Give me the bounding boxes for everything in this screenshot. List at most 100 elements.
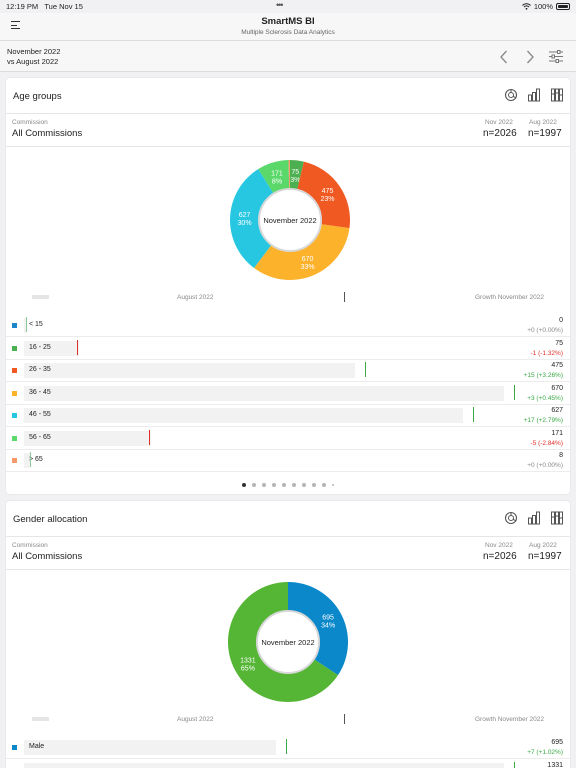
donut-slice-16-25[interactable] bbox=[290, 160, 304, 190]
chevron-left-icon[interactable] bbox=[499, 50, 509, 64]
aug-value-bar bbox=[24, 430, 151, 446]
page-dot[interactable] bbox=[311, 483, 316, 487]
list-row[interactable]: 1331 bbox=[6, 760, 570, 768]
pie-chart-icon[interactable] bbox=[504, 88, 518, 102]
donut-slice-26-35[interactable] bbox=[297, 161, 350, 229]
commission-value[interactable]: All Commissions bbox=[12, 551, 83, 562]
status-bar: 12:19 PM Tue Nov 15 ••• 100% bbox=[0, 0, 576, 13]
page-dot[interactable] bbox=[321, 483, 326, 487]
aug-label: Aug 2022 bbox=[529, 119, 557, 126]
donut-slice-male[interactable] bbox=[288, 582, 348, 676]
axis-midline bbox=[344, 714, 345, 724]
row-value: 0 bbox=[559, 317, 563, 324]
legend-swatch bbox=[12, 435, 17, 441]
period-bar: November 2022 vs August 2022 bbox=[0, 41, 576, 72]
slice-count-label: 75 bbox=[291, 169, 299, 176]
legend-swatch bbox=[12, 368, 17, 373]
row-value: 695 bbox=[551, 739, 563, 746]
legend-swatch bbox=[12, 323, 17, 328]
legend-swatch bbox=[12, 413, 17, 418]
row-value: 8 bbox=[559, 452, 563, 459]
axis-growth-label: Growth November 2022 bbox=[474, 716, 544, 723]
menu-icon[interactable] bbox=[11, 21, 21, 30]
page-dot[interactable] bbox=[291, 483, 296, 487]
donut-slice-36-45[interactable] bbox=[254, 224, 350, 280]
slice-count-label: 695 bbox=[322, 614, 334, 621]
status-battery: 100% bbox=[521, 2, 570, 11]
list-row[interactable]: 36 - 45 670 +3 (+0.45%) bbox=[6, 383, 570, 405]
axis-scale-bar bbox=[32, 717, 49, 721]
gender-allocation-card: Gender allocation Commission All Commiss… bbox=[6, 501, 570, 768]
stacked-bar-chart-icon[interactable] bbox=[550, 511, 564, 525]
commission-value[interactable]: All Commissions bbox=[12, 128, 83, 139]
filter-sliders-icon[interactable] bbox=[549, 50, 563, 63]
row-delta: +3 (+0.45%) bbox=[527, 394, 563, 402]
row-delta: -1 (-1.32%) bbox=[530, 349, 563, 357]
axis-midline bbox=[344, 292, 345, 302]
growth-marker bbox=[472, 407, 474, 422]
slice-percent-label: 8% bbox=[272, 178, 282, 185]
list-row[interactable]: < 15 0 +0 (+0.00%) bbox=[6, 315, 570, 337]
nov-label: Nov 2022 bbox=[485, 542, 513, 549]
slice-percent-label: 23% bbox=[321, 196, 335, 203]
page-dot[interactable] bbox=[241, 483, 246, 487]
slice-count-label: 1331 bbox=[240, 658, 256, 665]
list-row[interactable]: 46 - 55 627 +17 (+2.79%) bbox=[6, 405, 570, 427]
row-delta: +0 (+0.00%) bbox=[527, 327, 563, 334]
chart-type-switcher bbox=[504, 88, 564, 102]
nov-label: Nov 2022 bbox=[485, 119, 513, 126]
bar-chart-icon[interactable] bbox=[527, 88, 541, 102]
card-title: Age groups bbox=[13, 91, 62, 102]
app-subtitle: Multiple Sclerosis Data Analytics bbox=[241, 29, 335, 36]
multitasking-dots-icon[interactable]: ••• bbox=[276, 0, 284, 10]
page-dot[interactable] bbox=[251, 483, 256, 487]
row-label: > 65 bbox=[29, 456, 43, 463]
donut-slice-female[interactable] bbox=[228, 582, 339, 702]
row-label: 16 - 25 bbox=[29, 343, 51, 351]
aug-count: n=1997 bbox=[528, 551, 562, 562]
list-row[interactable]: Male 695 +7 (+1.02%) bbox=[6, 737, 570, 759]
donut-center bbox=[258, 188, 322, 252]
list-row[interactable]: > 65 8 +0 (+0.00%) bbox=[6, 450, 570, 472]
stacked-bar-chart-icon[interactable] bbox=[550, 88, 564, 102]
growth-marker bbox=[286, 739, 288, 754]
legend-swatch bbox=[12, 458, 17, 463]
row-value: 475 bbox=[551, 362, 563, 369]
list-row[interactable]: 56 - 65 171 -5 (-2.84%) bbox=[6, 428, 570, 450]
list-row[interactable]: 16 - 25 75 -1 (-1.32%) bbox=[6, 338, 570, 360]
chevron-right-icon[interactable] bbox=[525, 50, 535, 64]
donut-center bbox=[256, 610, 320, 674]
growth-marker bbox=[514, 384, 515, 400]
donut-slice-46-55[interactable] bbox=[229, 169, 274, 269]
page-dot[interactable] bbox=[261, 483, 266, 487]
row-value: 171 bbox=[551, 429, 563, 437]
battery-percent: 100% bbox=[533, 2, 553, 11]
page-dot[interactable] bbox=[331, 483, 335, 487]
legend-swatch bbox=[12, 390, 17, 396]
page-dot[interactable] bbox=[281, 483, 286, 487]
aug-value-bar bbox=[24, 762, 504, 768]
axis-growth-label: Growth November 2022 bbox=[474, 294, 544, 301]
slice-count-label: 475 bbox=[322, 188, 334, 195]
pie-chart-icon[interactable] bbox=[504, 511, 518, 525]
row-value: 75 bbox=[555, 339, 563, 347]
aug-value-bar bbox=[24, 340, 79, 356]
donut-slice-56-65[interactable] bbox=[258, 160, 290, 194]
card-title: Gender allocation bbox=[13, 514, 88, 525]
row-value: 627 bbox=[551, 407, 563, 414]
slice-count-label: 171 bbox=[271, 170, 283, 177]
bar-chart-icon[interactable] bbox=[527, 511, 541, 525]
wifi-icon bbox=[521, 3, 531, 10]
slice-percent-label: 34% bbox=[321, 622, 335, 629]
nov-count: n=2026 bbox=[483, 551, 517, 562]
slice-count-label: 670 bbox=[302, 256, 314, 263]
page-dot[interactable] bbox=[301, 483, 306, 487]
donut-slice--65[interactable] bbox=[288, 160, 290, 190]
page-dot[interactable] bbox=[271, 483, 276, 487]
list-row[interactable]: 26 - 35 475 +15 (+3.26%) bbox=[6, 360, 570, 382]
row-delta: +17 (+2.79%) bbox=[523, 417, 563, 424]
row-label: 26 - 35 bbox=[29, 366, 51, 373]
status-time: 12:19 PM Tue Nov 15 bbox=[6, 2, 83, 11]
